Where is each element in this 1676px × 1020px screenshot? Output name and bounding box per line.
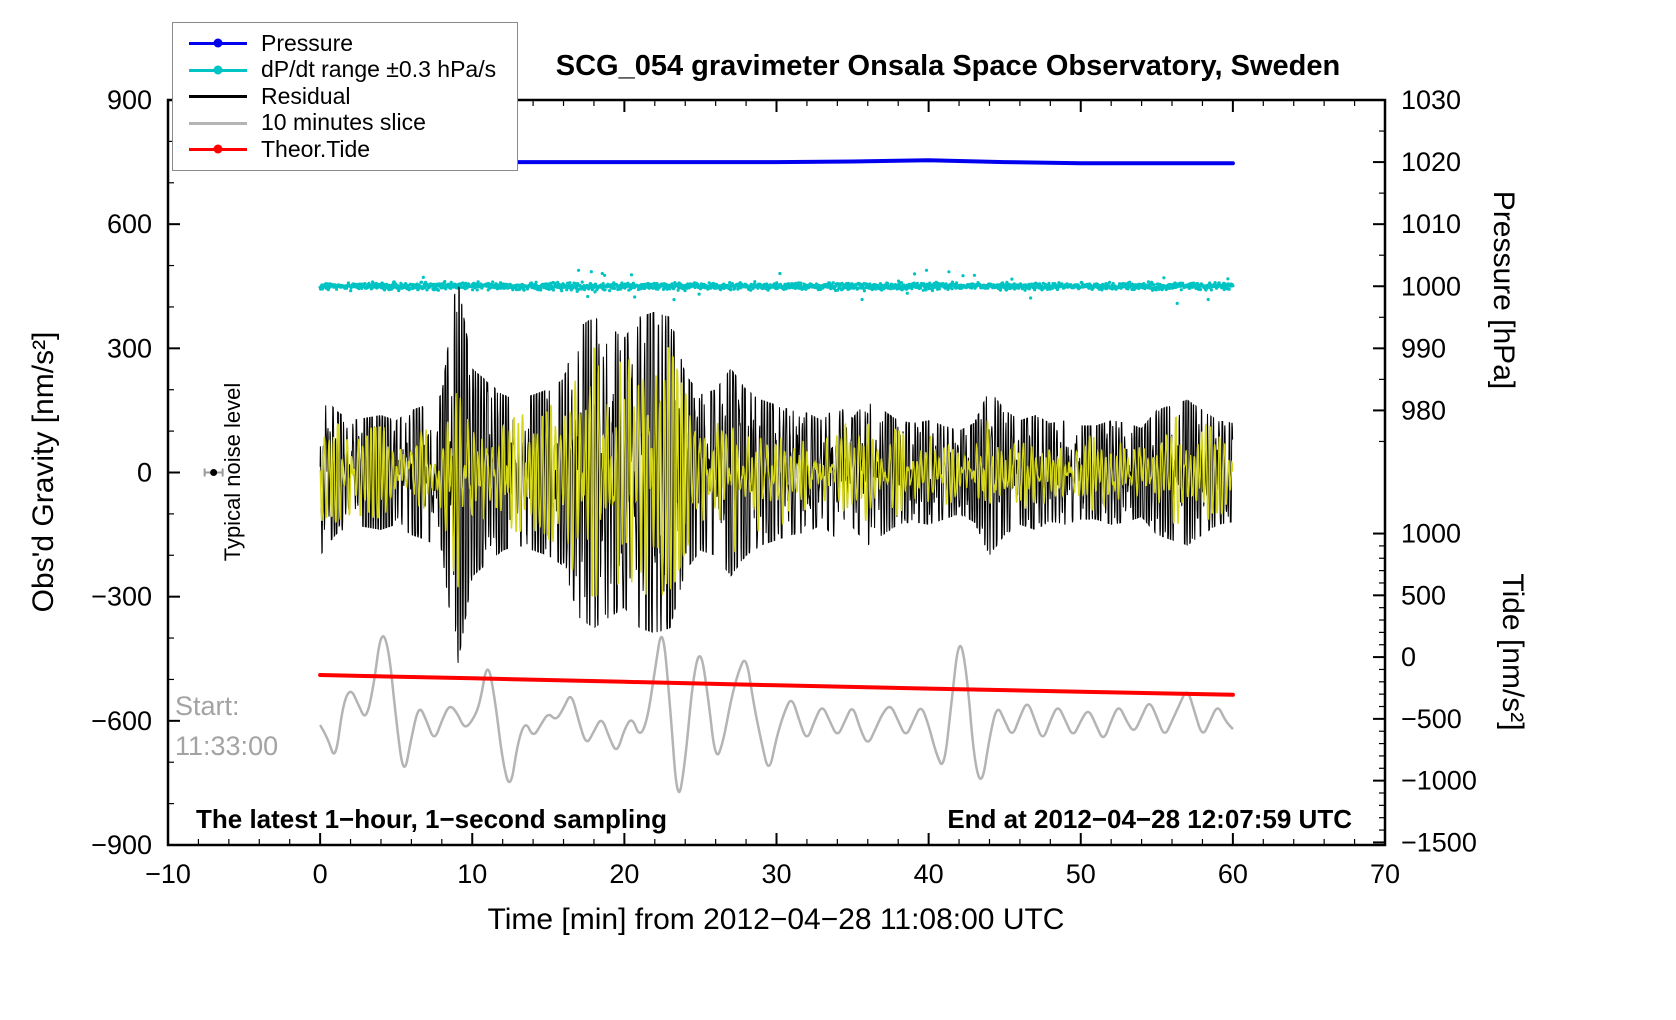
tide-axis-label: Tide [nm/s²] bbox=[1496, 573, 1529, 731]
start-time: 11:33:00 bbox=[175, 731, 279, 761]
series-residual-smoothed-overlay bbox=[319, 346, 1234, 598]
plot-layers: −10 0 10 20 30 40 50 60 70−900−600−3000300600900… bbox=[91, 85, 1477, 889]
svg-text:−10: −10 bbox=[145, 859, 191, 889]
series-dp-dt-range-0-3-hpa-s bbox=[318, 268, 1235, 305]
time-axis-label: Time [min] from 2012−04−28 11:08:00 UTC bbox=[487, 903, 1065, 936]
svg-text:−500: −500 bbox=[1401, 704, 1462, 734]
svg-text:−1500: −1500 bbox=[1401, 827, 1477, 857]
svg-text:70: 70 bbox=[1370, 859, 1400, 889]
svg-text:−900: −900 bbox=[91, 830, 152, 860]
svg-text:1030: 1030 bbox=[1401, 85, 1461, 115]
legend-item-dpdt: dP/dt range ±0.3 hPa/s bbox=[187, 56, 507, 84]
plot-frame bbox=[166, 98, 1387, 847]
svg-text:30: 30 bbox=[761, 859, 791, 889]
pressure-axis-label: Pressure [hPa] bbox=[1487, 190, 1520, 390]
sampling-note: The latest 1−hour, 1−second sampling bbox=[196, 804, 668, 834]
legend-item-pressure: Pressure bbox=[187, 30, 507, 57]
legend-label: 10 minutes slice bbox=[261, 109, 426, 136]
svg-text:40: 40 bbox=[914, 859, 944, 889]
start-time-annotation: Start: 11:33:00 bbox=[175, 686, 278, 766]
legend-label: dP/dt range ±0.3 hPa/s bbox=[261, 56, 497, 83]
svg-text:1010: 1010 bbox=[1401, 209, 1461, 239]
legend: Pressure dP/dt range ±0.3 hPa/s Residual… bbox=[172, 22, 518, 171]
slice-line-swatch-icon bbox=[187, 111, 249, 135]
page-title: SCG_054 gravimeter Onsala Space Observat… bbox=[555, 50, 1341, 82]
left-axis-label: Obs'd Gravity [nm/s²] bbox=[27, 331, 60, 613]
legend-label: Theor.Tide bbox=[261, 135, 371, 162]
svg-text:1020: 1020 bbox=[1401, 147, 1461, 177]
svg-text:500: 500 bbox=[1401, 580, 1446, 610]
legend-label: Residual bbox=[261, 82, 351, 109]
svg-text:0: 0 bbox=[137, 458, 152, 488]
legend-item-tide: Theor.Tide bbox=[187, 136, 507, 163]
dpdt-line-swatch-icon bbox=[187, 58, 249, 82]
svg-text:0: 0 bbox=[1401, 642, 1416, 672]
residual-line-swatch-icon bbox=[187, 84, 249, 108]
legend-item-slice: 10 minutes slice bbox=[187, 109, 507, 137]
svg-text:−300: −300 bbox=[91, 582, 152, 612]
legend-item-residual: Residual bbox=[187, 83, 507, 110]
svg-text:600: 600 bbox=[107, 209, 152, 239]
svg-text:−1000: −1000 bbox=[1401, 766, 1477, 796]
legend-label: Pressure bbox=[261, 29, 354, 56]
svg-text:50: 50 bbox=[1066, 859, 1096, 889]
pressure-line-swatch-icon bbox=[187, 31, 249, 55]
svg-text:980: 980 bbox=[1401, 395, 1446, 425]
series-10-minutes-slice bbox=[319, 635, 1234, 793]
svg-text:300: 300 bbox=[107, 333, 152, 363]
svg-text:1000: 1000 bbox=[1401, 519, 1461, 549]
svg-text:20: 20 bbox=[609, 859, 639, 889]
axis-ticks: −10 0 10 20 30 40 50 60 70−900−600−3000300600900… bbox=[91, 85, 1477, 889]
svg-text:0: 0 bbox=[313, 859, 328, 889]
svg-text:900: 900 bbox=[107, 85, 152, 115]
typical-noise-marker bbox=[203, 468, 224, 477]
series-theor-tide bbox=[318, 673, 1235, 697]
tide-line-swatch-icon bbox=[187, 137, 249, 161]
svg-text:1000: 1000 bbox=[1401, 271, 1461, 301]
end-time-note: End at 2012−04−28 12:07:59 UTC bbox=[947, 804, 1352, 834]
svg-text:−600: −600 bbox=[91, 706, 152, 736]
svg-text:60: 60 bbox=[1218, 859, 1248, 889]
svg-text:990: 990 bbox=[1401, 333, 1446, 363]
svg-text:10: 10 bbox=[457, 859, 487, 889]
start-label: Start: bbox=[175, 691, 240, 721]
typical-noise-level-label: Typical noise level bbox=[220, 382, 245, 562]
